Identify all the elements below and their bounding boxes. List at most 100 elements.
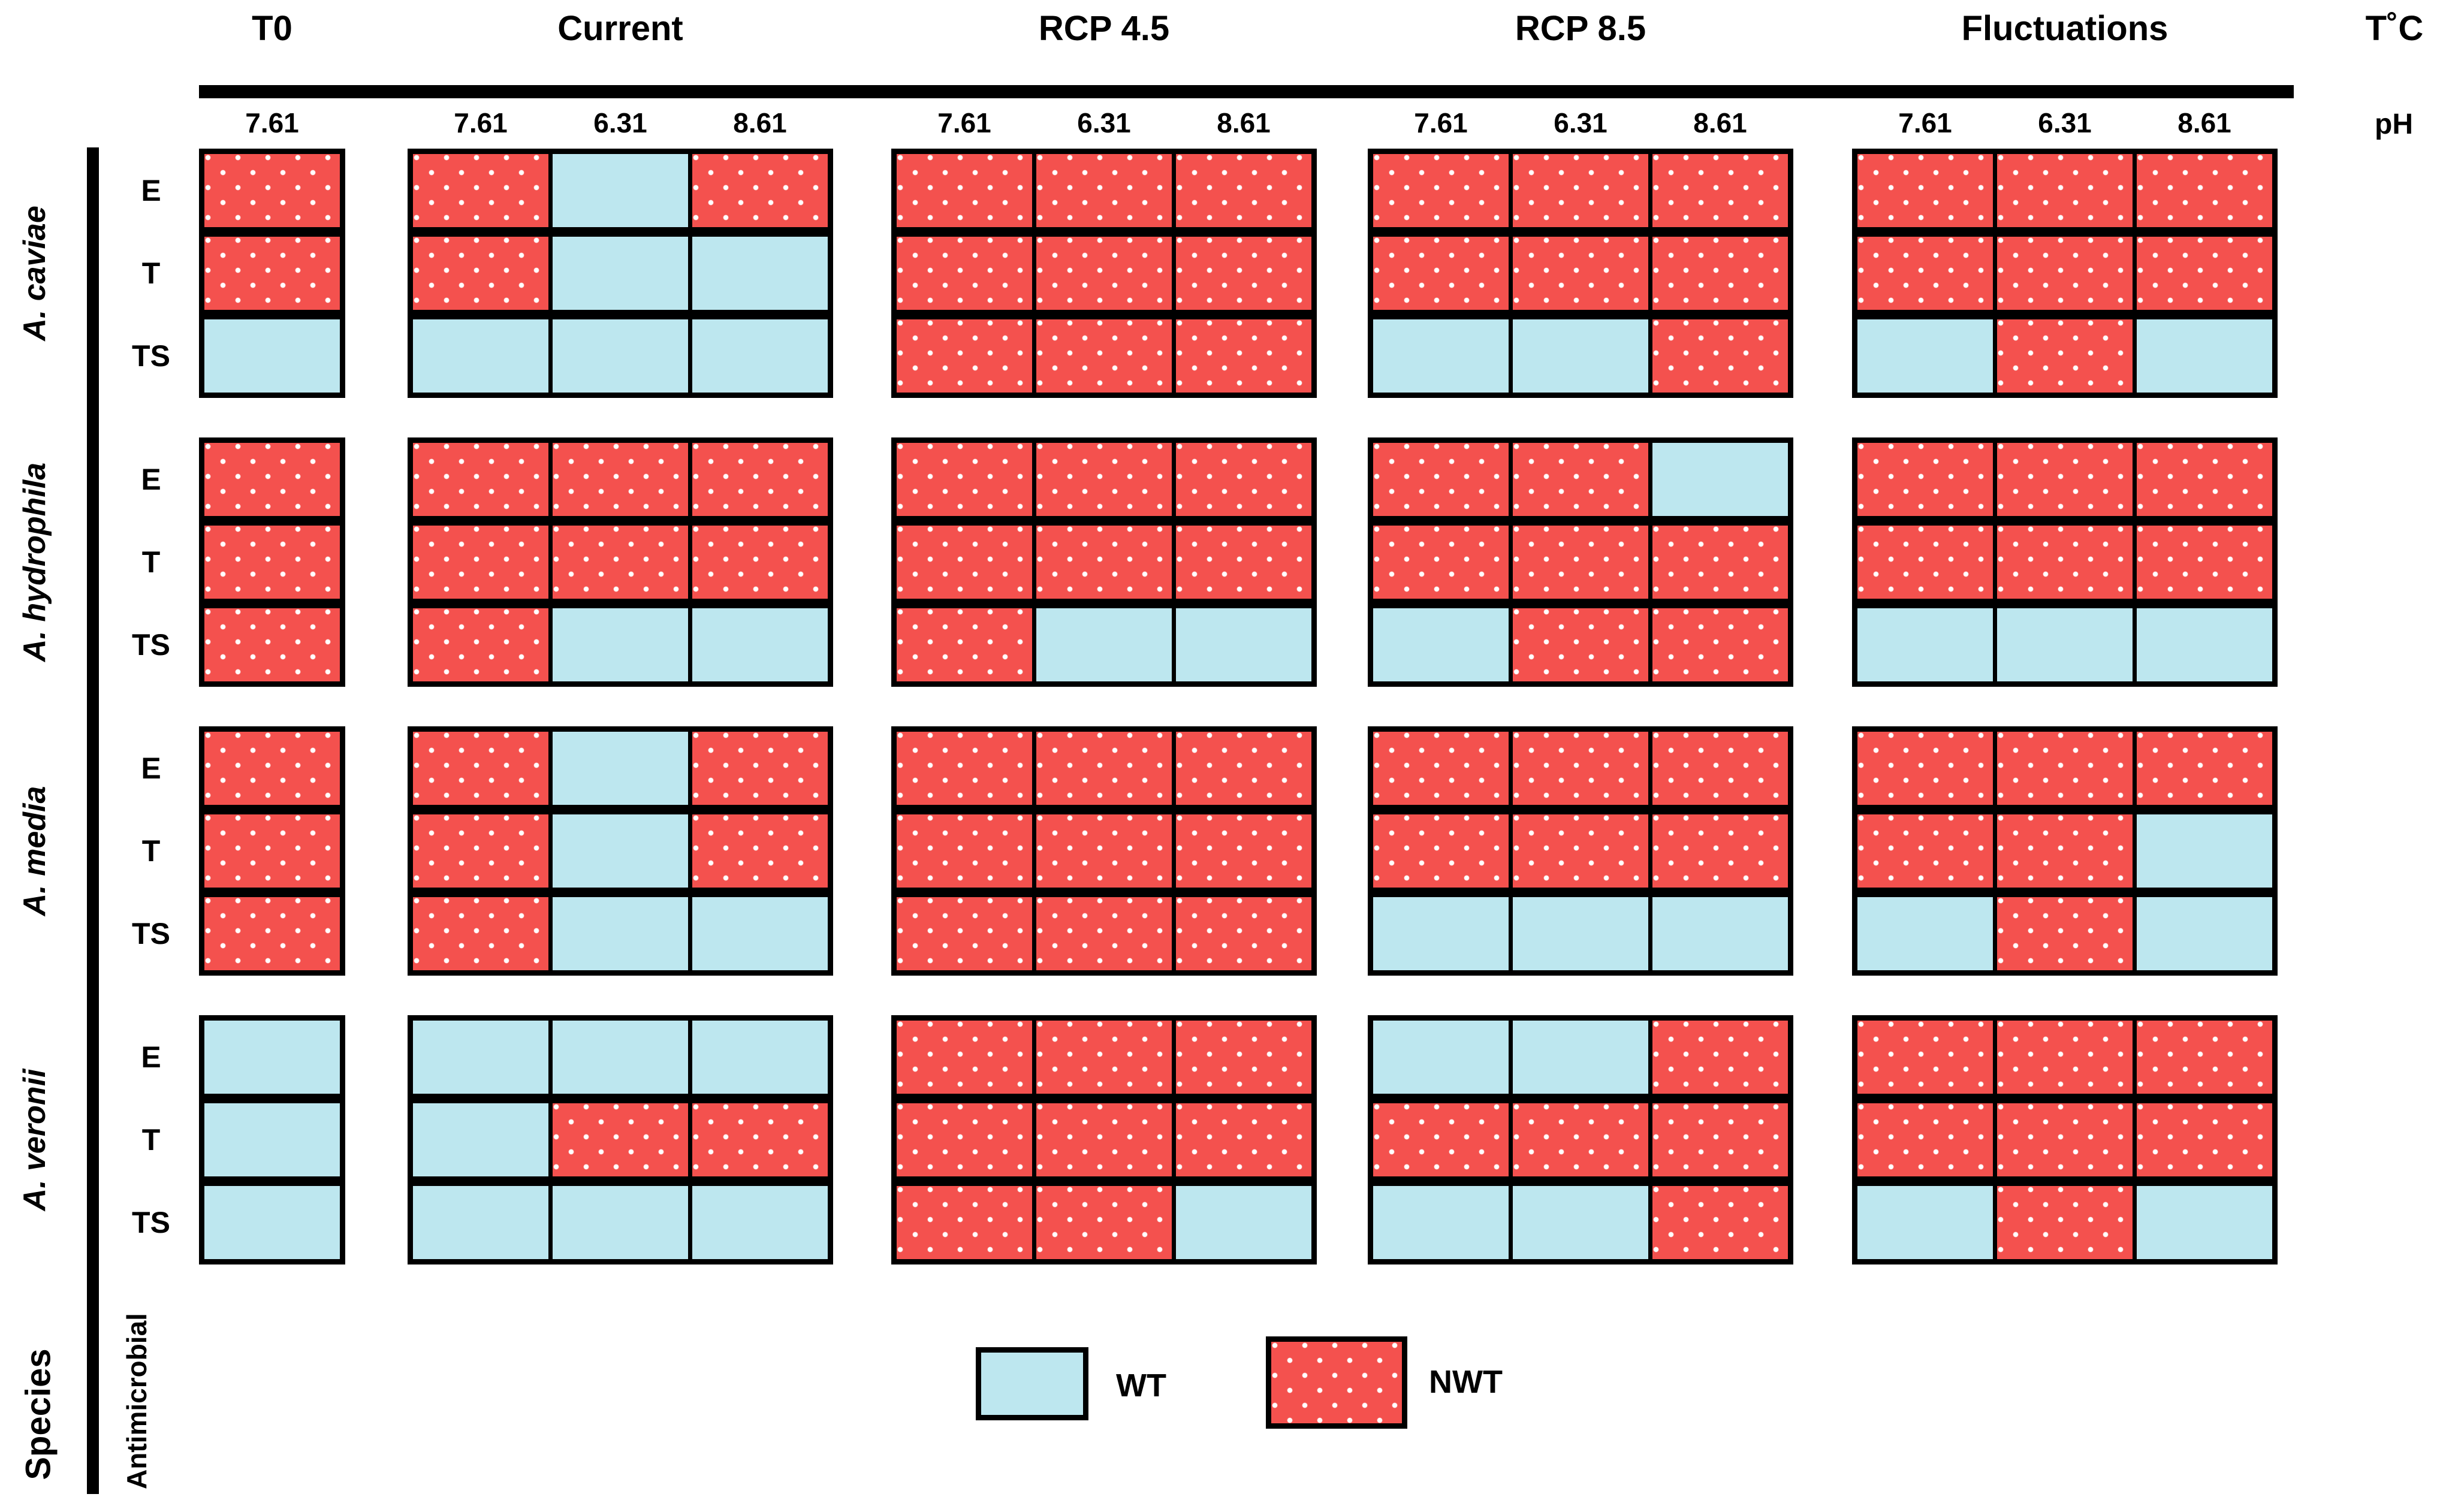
grid-cell [897, 443, 1032, 516]
species-label: A. media [17, 786, 52, 916]
grid-cell [1857, 1021, 1993, 1094]
condition-title: T0 [252, 9, 292, 48]
grid-cell [1373, 732, 1509, 805]
grid-cell [1652, 732, 1788, 805]
condition-title: RCP 4.5 [1038, 9, 1170, 48]
grid-cell [1513, 319, 1648, 393]
grid-cell [2137, 526, 2272, 599]
grid-cell [1652, 526, 1788, 599]
grid-cell [413, 237, 548, 310]
antimicrobial-row-label: TS [132, 628, 170, 662]
grid-cell [897, 237, 1032, 310]
grid-cell [2137, 814, 2272, 888]
grid-cell [553, 608, 688, 681]
antimicrobial-axis-title: Antimicrobial [121, 1313, 152, 1489]
grid-cell [413, 1021, 548, 1094]
grid-cell [204, 319, 340, 393]
grid-cell [1857, 526, 1993, 599]
grid-cell [1857, 319, 1993, 393]
grid-cell [413, 897, 548, 970]
grid-cell [1176, 1186, 1311, 1259]
grid-cell [1373, 1021, 1509, 1094]
grid-cell [553, 526, 688, 599]
grid-cell [413, 443, 548, 516]
grid-cell [692, 443, 828, 516]
grid-cell [1997, 1021, 2133, 1094]
grid-cell [1036, 1186, 1172, 1259]
grid-cell [692, 1103, 828, 1176]
condition-block [891, 726, 1317, 976]
grid-cell [204, 154, 340, 227]
grid-cell [1373, 608, 1509, 681]
grid-cell [1513, 1021, 1648, 1094]
antimicrobial-row-label: TS [132, 339, 170, 373]
antimicrobial-row-label: T [141, 256, 161, 290]
grid-cell [1176, 443, 1311, 516]
grid-cell [1652, 237, 1788, 310]
grid-cell [1036, 319, 1172, 393]
grid-cell [1997, 526, 2133, 599]
grid-cell [204, 608, 340, 681]
grid-cell [2137, 319, 2272, 393]
grid-cell [1997, 237, 2133, 310]
grid-cell [1513, 237, 1648, 310]
grid-cell [1652, 897, 1788, 970]
grid-cell [1652, 319, 1788, 393]
grid-cell [413, 154, 548, 227]
species-axis-title: Species [19, 1348, 58, 1480]
ph-tick-label: 6.31 [1554, 107, 1607, 138]
grid-cell [1036, 1103, 1172, 1176]
condition-title: Fluctuations [1961, 9, 2168, 48]
grid-cell [1176, 154, 1311, 227]
grid-cell [692, 1021, 828, 1094]
grid-cell [204, 1186, 340, 1259]
ph-tick-label: 6.31 [593, 107, 647, 138]
grid-cell [1176, 1103, 1311, 1176]
grid-cell [692, 237, 828, 310]
grid-cell [897, 319, 1032, 393]
condition-block [408, 726, 833, 976]
grid-cell [1857, 443, 1993, 516]
grid-cell [692, 526, 828, 599]
grid-cell [2137, 608, 2272, 681]
grid-cell [1652, 814, 1788, 888]
grid-cell [1373, 443, 1509, 516]
grid-cell [413, 814, 548, 888]
ph-tick-label: 8.61 [733, 107, 787, 138]
grid-cell [204, 237, 340, 310]
grid-cell [1513, 154, 1648, 227]
condition-block [199, 437, 345, 687]
condition-block [891, 437, 1317, 687]
grid-cell [1857, 1103, 1993, 1176]
grid-cell [1036, 732, 1172, 805]
grid-cell [897, 608, 1032, 681]
grid-cell [692, 732, 828, 805]
condition-block [1852, 149, 2278, 398]
condition-title: RCP 8.5 [1515, 9, 1646, 48]
grid-cell [2137, 1021, 2272, 1094]
ph-axis-label: pH [2375, 108, 2413, 140]
grid-cell [1997, 1186, 2133, 1259]
grid-cell [1997, 154, 2133, 227]
ph-tick-label: 7.61 [1898, 107, 1952, 138]
header-rule [199, 85, 2294, 98]
grid-cell [1036, 526, 1172, 599]
condition-block [199, 149, 345, 398]
grid-cell [1857, 732, 1993, 805]
condition-block [1852, 1015, 2278, 1264]
legend-nwt-label: NWT [1429, 1364, 1503, 1400]
antimicrobial-row-label: E [141, 752, 161, 785]
grid-cell [692, 814, 828, 888]
condition-block [1852, 437, 2278, 687]
grid-cell [1513, 443, 1648, 516]
grid-cell [1513, 608, 1648, 681]
grid-cell [553, 237, 688, 310]
grid-cell [2137, 897, 2272, 970]
condition-block [199, 1015, 345, 1264]
grid-cell [2137, 1103, 2272, 1176]
grid-cell [413, 1103, 548, 1176]
antimicrobial-row-label: E [141, 174, 161, 207]
grid-cell [1997, 897, 2133, 970]
grid-cell [1176, 526, 1311, 599]
